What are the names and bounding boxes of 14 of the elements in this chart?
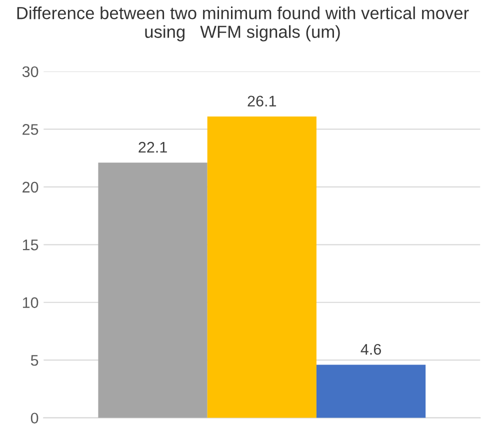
- y-tick-label: 0: [30, 412, 38, 424]
- chart-title: Difference between two minimum found with vertical mover using WFM signals (um): [17, 6, 469, 42]
- data-label: 26.1: [248, 96, 276, 107]
- bar: [98, 162, 208, 418]
- bar: [316, 364, 426, 418]
- data-label: 22.1: [138, 142, 167, 153]
- y-tick-label: 5: [30, 355, 38, 366]
- y-tick-label: 15: [22, 240, 38, 250]
- y-tick-label: 30: [22, 66, 38, 78]
- y-tick-label: 25: [22, 124, 38, 135]
- bar: [207, 116, 316, 418]
- y-tick-label: 10: [22, 297, 38, 308]
- y-tick-label: 20: [22, 182, 38, 193]
- data-label: 4.6: [360, 344, 381, 355]
